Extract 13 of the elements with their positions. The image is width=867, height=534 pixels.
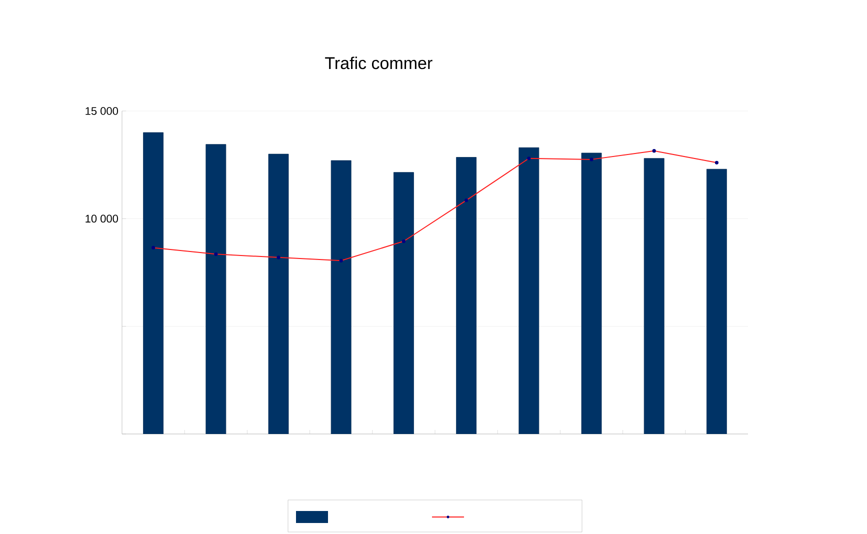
bar bbox=[706, 168, 727, 434]
bar bbox=[456, 157, 477, 434]
y-tick-label: 15 000 bbox=[86, 107, 118, 115]
bar bbox=[206, 144, 226, 434]
bar bbox=[581, 152, 602, 434]
bar bbox=[518, 147, 540, 434]
bar bbox=[394, 172, 414, 434]
bar bbox=[268, 154, 289, 434]
bar bbox=[330, 160, 352, 434]
bar bbox=[143, 132, 164, 434]
bar bbox=[644, 158, 664, 434]
chart-title: Trafic commer bbox=[325, 56, 432, 70]
y-tick-label: 10 000 bbox=[86, 214, 118, 223]
